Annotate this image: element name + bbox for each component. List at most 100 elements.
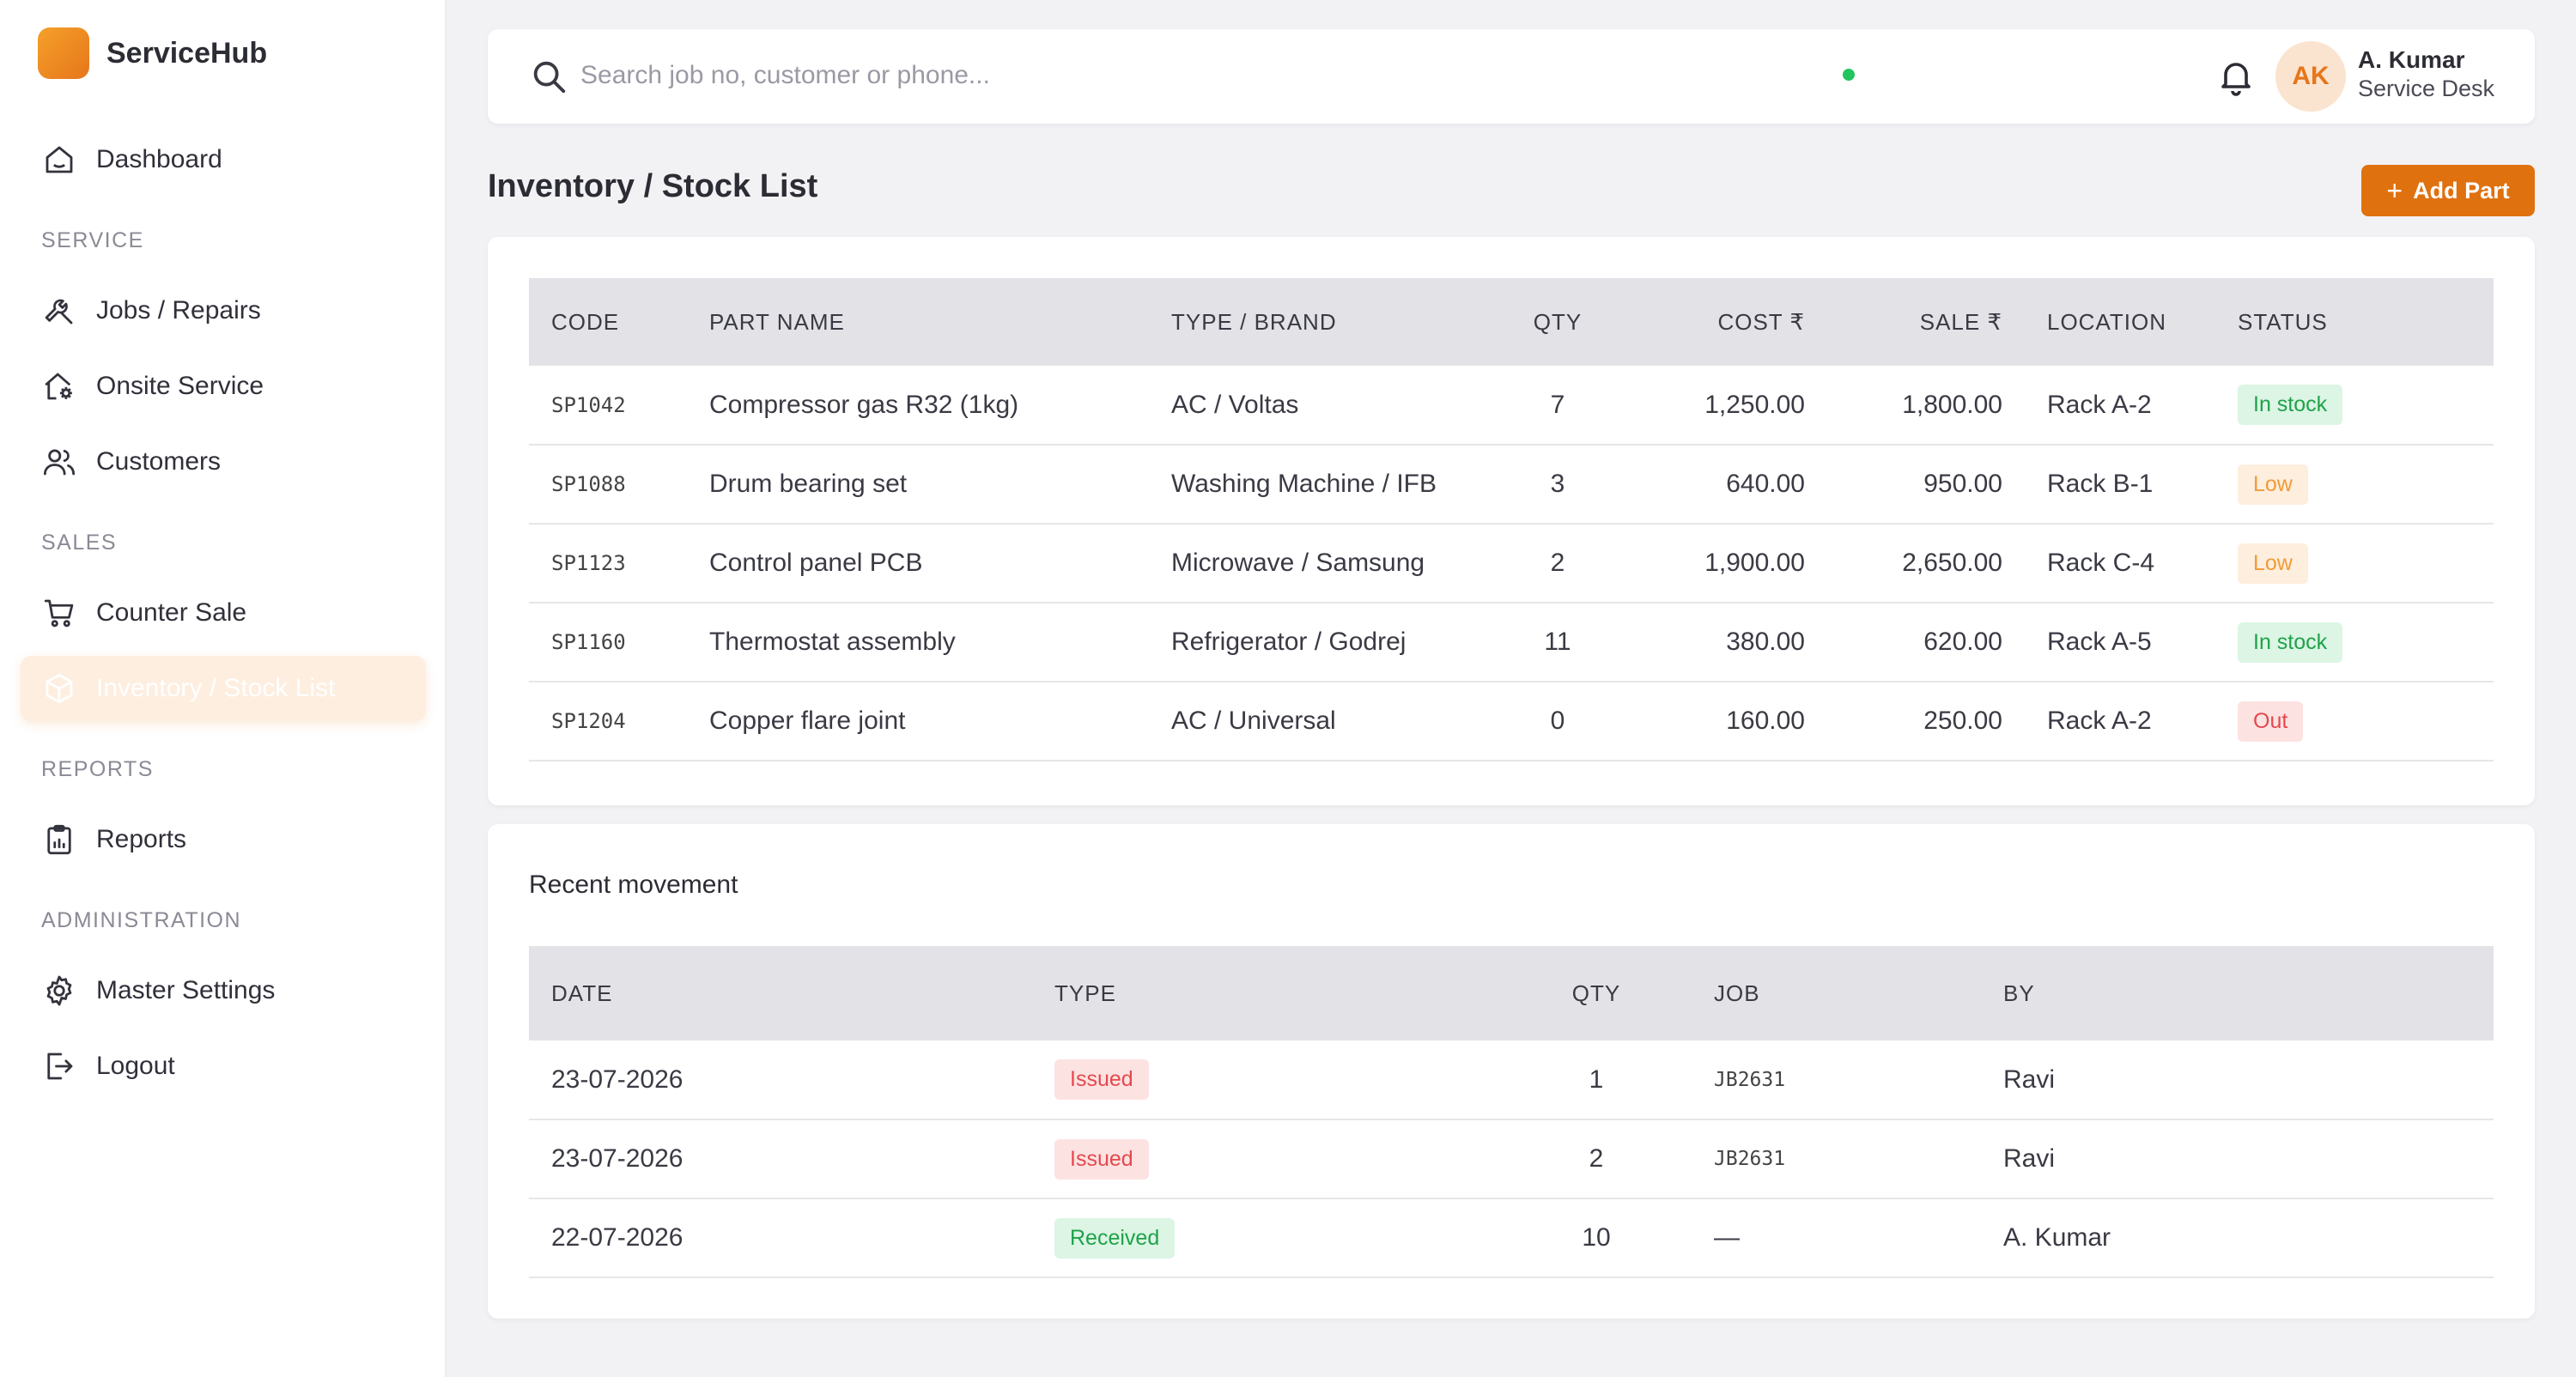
bell-icon[interactable] <box>2215 55 2257 98</box>
part-cost: 1,900.00 <box>1607 524 1805 604</box>
type-cell: Issued <box>1032 1119 1535 1199</box>
brand[interactable]: ServiceHub <box>38 27 267 79</box>
table-row[interactable]: SP1160 Thermostat assembly Refrigerator … <box>529 603 2494 682</box>
status-badge: Out <box>2238 701 2304 742</box>
part-sale: 620.00 <box>1805 603 2002 682</box>
inventory-header-row: CODE PART NAME TYPE / BRAND QTY COST ₹ S… <box>529 278 2494 366</box>
search-input[interactable] <box>580 53 1697 98</box>
part-cost: 1,250.00 <box>1607 366 1805 446</box>
section-label-service: SERVICE <box>41 228 144 252</box>
part-type: AC / Universal <box>1149 682 1508 761</box>
table-row[interactable]: SP1088 Drum bearing set Washing Machine … <box>529 445 2494 525</box>
part-name: Copper flare joint <box>687 682 1149 761</box>
search-icon <box>533 61 566 94</box>
status-badge: Low <box>2238 543 2308 584</box>
part-qty: 11 <box>1508 603 1607 682</box>
column-header[interactable]: DATE <box>529 946 1032 1040</box>
avatar[interactable]: AK <box>2275 41 2346 112</box>
type-cell: Issued <box>1032 1040 1535 1120</box>
user-name: A. Kumar <box>2358 46 2465 73</box>
home-gear-icon <box>45 373 72 400</box>
part-code: SP1204 <box>529 682 687 761</box>
column-header[interactable]: QTY <box>1508 278 1607 366</box>
sidebar-item-dashboard[interactable]: Dashboard <box>21 127 426 192</box>
table-row[interactable]: SP1042 Compressor gas R32 (1kg) AC / Vol… <box>529 366 2494 446</box>
part-name: Drum bearing set <box>687 445 1149 525</box>
column-header[interactable]: PART NAME <box>687 278 1149 366</box>
inventory-card: CODE PART NAME TYPE / BRAND QTY COST ₹ S… <box>488 237 2535 805</box>
table-row[interactable]: 23-07-2026 Issued 1 JB2631 Ravi <box>529 1040 2494 1120</box>
movement-table: DATE TYPE QTY JOB BY 23-07-2026 Issued 1… <box>529 946 2494 1278</box>
part-name: Compressor gas R32 (1kg) <box>687 366 1149 446</box>
sidebar-item-onsite[interactable]: Onsite Service <box>21 354 426 419</box>
status-badge: Low <box>2238 464 2308 505</box>
box-icon <box>46 673 73 704</box>
clipboard-chart-icon <box>47 824 71 855</box>
movement-date: 23-07-2026 <box>529 1119 1032 1199</box>
column-header[interactable]: COST ₹ <box>1607 278 1805 366</box>
logout-icon <box>47 1052 73 1080</box>
part-sale: 2,650.00 <box>1805 524 2002 604</box>
part-qty: 7 <box>1508 366 1607 446</box>
part-type: Washing Machine / IFB <box>1149 445 1508 525</box>
section-label-administration: ADMINISTRATION <box>41 908 242 932</box>
user-role: Service Desk <box>2358 76 2495 101</box>
status-badge: In stock <box>2238 622 2343 663</box>
sidebar: ServiceHub Dashboard SERVICE Jobs / Repa… <box>0 0 447 1377</box>
wrench-icon <box>45 299 73 325</box>
part-type: Microwave / Samsung <box>1149 524 1508 604</box>
part-code: SP1123 <box>529 524 687 604</box>
sidebar-item-inventory[interactable]: Inventory / Stock List <box>21 656 426 721</box>
type-cell: Received <box>1032 1198 1535 1278</box>
movement-job[interactable]: JB2631 <box>1657 1040 1981 1120</box>
part-type: AC / Voltas <box>1149 366 1508 446</box>
movement-date: 23-07-2026 <box>529 1040 1032 1120</box>
status-cell: In stock <box>2215 603 2494 682</box>
part-cost: 160.00 <box>1607 682 1805 761</box>
sidebar-item-reports[interactable]: Reports <box>21 807 426 872</box>
column-header[interactable]: STATUS <box>2215 278 2494 366</box>
movement-date: 22-07-2026 <box>529 1198 1032 1278</box>
column-header[interactable]: TYPE / BRAND <box>1149 278 1508 366</box>
movement-job[interactable]: JB2631 <box>1657 1119 1981 1199</box>
table-row[interactable]: 22-07-2026 Received 10 — A. Kumar <box>529 1198 2494 1278</box>
sidebar-item-label: Customers <box>96 447 222 476</box>
plus-icon: + <box>2386 174 2403 206</box>
add-part-button[interactable]: + Add Part <box>2361 165 2535 216</box>
part-location: Rack A-5 <box>2002 603 2215 682</box>
movement-qty: 2 <box>1535 1119 1657 1199</box>
users-icon <box>43 449 76 476</box>
sidebar-item-label: Jobs / Repairs <box>96 296 261 325</box>
part-location: Rack C-4 <box>2002 524 2215 604</box>
column-header[interactable]: JOB <box>1657 946 1981 1040</box>
sidebar-item-jobs[interactable]: Jobs / Repairs <box>21 278 426 343</box>
status-badge: In stock <box>2238 385 2343 425</box>
part-code: SP1042 <box>529 366 687 446</box>
movement-by: Ravi <box>1981 1119 2494 1199</box>
column-header[interactable]: QTY <box>1535 946 1657 1040</box>
section-title: Recent movement <box>529 870 738 899</box>
online-status-dot <box>1839 65 1858 84</box>
sidebar-item-customers[interactable]: Customers <box>21 429 426 494</box>
sidebar-item-logout[interactable]: Logout <box>21 1034 426 1099</box>
column-header[interactable]: TYPE <box>1032 946 1535 1040</box>
part-location: Rack A-2 <box>2002 682 2215 761</box>
status-cell: In stock <box>2215 366 2494 446</box>
add-part-label: Add Part <box>2413 177 2510 203</box>
part-name: Thermostat assembly <box>687 603 1149 682</box>
sidebar-item-label: Logout <box>96 1052 175 1080</box>
column-header[interactable]: CODE <box>529 278 687 366</box>
movement-header-row: DATE TYPE QTY JOB BY <box>529 946 2494 1040</box>
column-header[interactable]: BY <box>1981 946 2494 1040</box>
column-header[interactable]: SALE ₹ <box>1805 278 2002 366</box>
sidebar-item-master-settings[interactable]: Master Settings <box>21 958 426 1023</box>
table-row[interactable]: SP1204 Copper flare joint AC / Universal… <box>529 682 2494 761</box>
table-row[interactable]: 23-07-2026 Issued 2 JB2631 Ravi <box>529 1119 2494 1199</box>
part-code: SP1088 <box>529 445 687 525</box>
movement-type-badge: Received <box>1054 1217 1176 1259</box>
column-header[interactable]: LOCATION <box>2002 278 2215 366</box>
table-row[interactable]: SP1123 Control panel PCB Microwave / Sam… <box>529 524 2494 604</box>
status-cell: Out <box>2215 682 2494 761</box>
sidebar-item-counter-sale[interactable]: Counter Sale <box>21 580 426 646</box>
part-type: Refrigerator / Godrej <box>1149 603 1508 682</box>
